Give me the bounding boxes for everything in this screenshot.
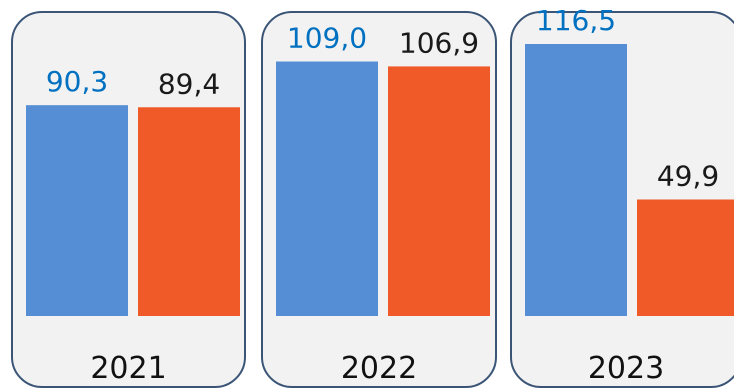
data-label-2023-series-2: 49,9 <box>657 159 719 192</box>
bar-2021-series-1 <box>26 105 128 317</box>
category-label-2022: 2022 <box>341 351 417 386</box>
bar-2022-series-2 <box>388 66 490 317</box>
bar-2023-series-1 <box>525 44 627 316</box>
data-label-2021-series-2: 89,4 <box>158 67 220 100</box>
data-label-2022-series-1: 109,0 <box>287 22 367 55</box>
category-label-2023: 2023 <box>588 351 664 386</box>
category-label-2021: 2021 <box>90 351 166 386</box>
bar-2021-series-2 <box>138 107 240 317</box>
data-label-2023-series-1: 116,5 <box>536 4 616 37</box>
data-label-2022-series-2: 106,9 <box>399 26 479 59</box>
bar-2022-series-1 <box>276 61 378 317</box>
bar-2023-series-2 <box>637 199 734 316</box>
data-label-2021-series-1: 90,3 <box>46 65 108 98</box>
